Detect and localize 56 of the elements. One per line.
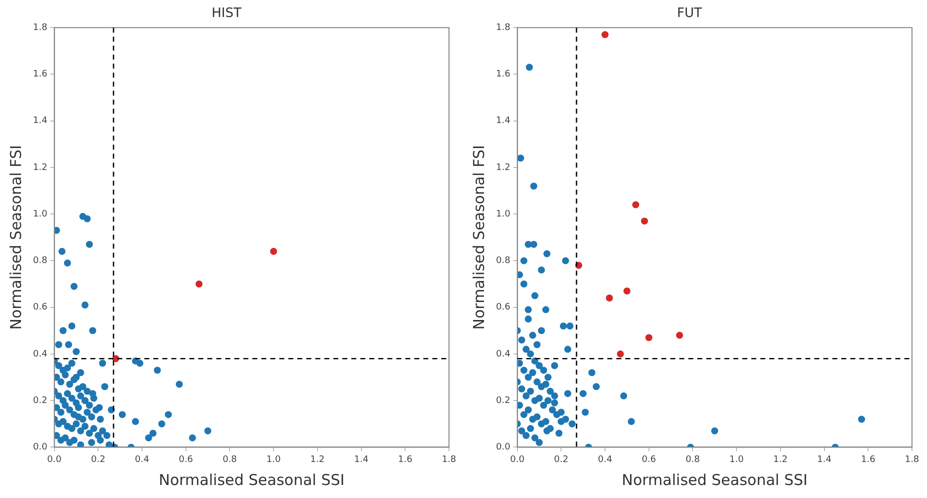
x-tick-label: 1.8	[442, 454, 456, 465]
y-tick-label: 1.8	[496, 22, 511, 33]
x-tick-label: 1.4	[817, 454, 832, 465]
y-tick-label: 1.4	[496, 116, 511, 126]
y-tick-label: 1.6	[32, 70, 48, 80]
y-tick-label: 0.8	[32, 256, 48, 266]
x-tick-label: 0.2	[91, 454, 106, 465]
point	[623, 288, 630, 295]
y-axis-title: Normalised Seasonal FSI	[470, 145, 488, 330]
x-axis-title: Normalised Seasonal SSI	[622, 470, 808, 489]
point	[676, 332, 684, 339]
x-tick-label: 1.2	[773, 454, 788, 465]
point	[606, 294, 613, 302]
y-tick-label: 0.6	[496, 302, 511, 313]
y-tick-label: 0.2	[496, 396, 510, 406]
x-tick-label: 1.0	[266, 454, 282, 465]
x-tick-label: 0.0	[510, 454, 525, 465]
y-tick-label: 1.6	[496, 70, 511, 80]
x-axis-title: Normalised Seasonal SSI	[158, 470, 345, 489]
y-axis-title: Normalised Seasonal FSI	[6, 145, 25, 330]
point	[632, 201, 640, 208]
y-tick-label: 0.6	[32, 302, 48, 313]
point	[196, 280, 203, 288]
x-tick-label: 0.2	[554, 454, 568, 465]
y-tick-label: 0.0	[496, 442, 511, 453]
x-tick-label: 0.6	[642, 454, 656, 465]
x-tick-label: 0.8	[222, 454, 238, 465]
y-tick-label: 0.4	[496, 349, 511, 360]
x-tick-label: 0.8	[686, 454, 700, 465]
chart-title: HIST	[212, 6, 242, 22]
y-tick-label: 0.8	[496, 256, 511, 266]
y-tick-label: 1.2	[32, 162, 48, 173]
x-tick-label: 1.4	[354, 454, 369, 465]
x-tick-label: 0.4	[134, 454, 150, 465]
y-tick-label: 1.0	[496, 209, 511, 220]
point	[602, 31, 609, 38]
y-tick-label: 1.4	[32, 116, 48, 126]
x-tick-label: 1.0	[729, 454, 744, 465]
y-tick-label: 0.0	[32, 442, 48, 453]
x-tick-label: 1.6	[860, 454, 876, 465]
y-tick-label: 0.4	[32, 349, 48, 360]
y-tick-label: 1.8	[32, 22, 48, 33]
y-tick-label: 0.2	[32, 396, 48, 406]
x-tick-label: 1.6	[398, 454, 413, 465]
point	[645, 334, 652, 342]
point	[270, 248, 278, 255]
point	[640, 218, 648, 225]
x-tick-label: 1.8	[904, 454, 920, 465]
y-tick-label: 1.2	[496, 162, 510, 173]
x-tick-label: 1.2	[310, 454, 325, 465]
x-tick-label: 0.4	[598, 454, 612, 465]
x-tick-label: 0.6	[178, 454, 194, 465]
chart-title: FUT	[677, 6, 702, 22]
y-tick-label: 1.0	[32, 209, 48, 220]
x-tick-label: 0.0	[47, 454, 62, 465]
point	[616, 350, 624, 358]
